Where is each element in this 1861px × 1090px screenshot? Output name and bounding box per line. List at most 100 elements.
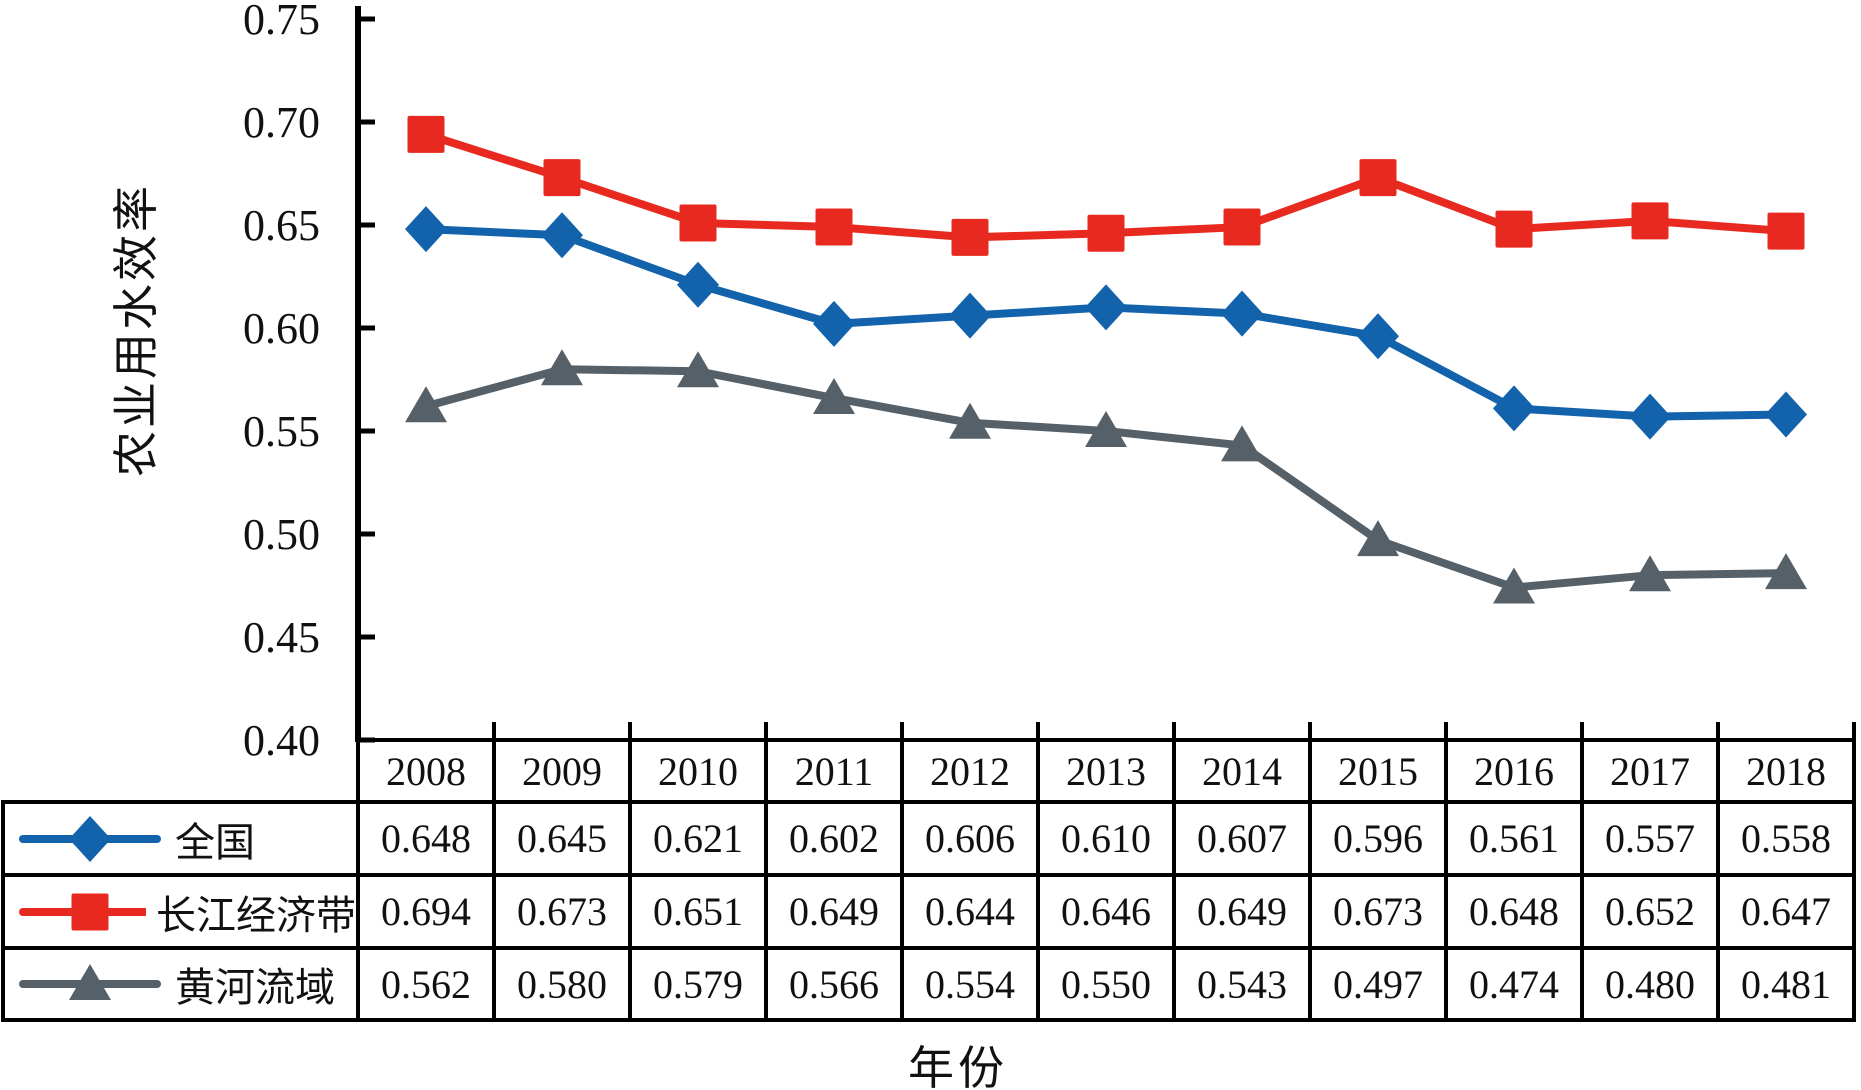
y-tick-label: 0.70 [243,98,320,147]
legend-label: 全国 [175,819,255,865]
value-cell: 0.566 [764,946,904,1022]
value-cell: 0.652 [1580,873,1720,950]
year-header-cell: 2009 [492,738,632,804]
series-layer [405,115,1807,604]
marker-diamond [813,300,855,347]
marker-square [1495,210,1533,248]
y-tick-label: 0.75 [243,0,320,44]
value-cell: 0.610 [1036,800,1176,877]
marker-triangle [813,378,855,415]
value-cell: 0.649 [1172,873,1312,950]
value-cell: 0.647 [1716,873,1856,950]
legend-cell-yellow-river-basin: 黄河流域 [1,946,360,1022]
y-tick-label: 0.65 [243,201,320,250]
marker-triangle [1221,425,1263,462]
marker-diamond [405,206,447,253]
marker-diamond [677,261,719,308]
value-cell: 0.602 [764,800,904,877]
marker-diamond [949,292,991,339]
marker-square [71,893,109,930]
marker-triangle [1629,555,1671,592]
year-header-cell: 2018 [1716,738,1856,804]
y-axis-title: 农业用水效率 [111,183,162,477]
year-header-cell: 2016 [1444,738,1584,804]
value-cell: 0.646 [1036,873,1176,950]
value-cell: 0.562 [356,946,496,1022]
marker-triangle [1493,567,1535,604]
marker-square [679,204,717,242]
table-corner-spacer [3,740,358,802]
marker-square [1359,159,1397,197]
year-header-cell: 2008 [356,738,496,804]
y-tick-label: 0.55 [243,407,320,456]
marker-diamond [1221,290,1263,337]
marker-triangle [1765,553,1807,590]
year-header-cell: 2012 [900,738,1040,804]
value-cell: 0.607 [1172,800,1312,877]
marker-diamond [69,815,111,862]
marker-triangle [541,349,583,386]
value-cell: 0.621 [628,800,768,877]
y-tick-label: 0.50 [243,510,320,559]
legend-swatch-diamond-icon [19,815,161,862]
marker-diamond [1357,313,1399,360]
year-header-cell: 2015 [1308,738,1448,804]
data-table: 2008 2009 2010 2011 2012 2013 2014 2015 2016 2017… [1,738,1856,1022]
marker-diamond [541,212,583,259]
value-cell: 0.497 [1308,946,1448,1022]
year-header-cell: 2010 [628,738,768,804]
marker-square [951,218,989,256]
value-cell: 0.550 [1036,946,1176,1022]
marker-diamond [1085,284,1127,331]
year-header-cell: 2017 [1580,738,1720,804]
marker-square [1767,212,1805,250]
value-cell: 0.651 [628,873,768,950]
value-cell: 0.648 [1444,873,1584,950]
value-cell: 0.644 [900,873,1040,950]
legend-cell-national: 全国 [1,800,360,877]
year-header-cell: 2013 [1036,738,1176,804]
marker-square [1631,202,1669,240]
value-cell: 0.579 [628,946,768,1022]
marker-triangle [1085,411,1127,447]
marker-diamond [1493,385,1535,432]
value-cell: 0.543 [1172,946,1312,1022]
value-cell: 0.673 [1308,873,1448,950]
marker-diamond [1629,393,1671,440]
value-cell: 0.606 [900,800,1040,877]
year-header-cell: 2014 [1172,738,1312,804]
value-cell: 0.561 [1444,800,1584,877]
legend-cell-yangtze-economic-belt: 长江经济带 [1,873,360,950]
value-cell: 0.480 [1580,946,1720,1022]
marker-triangle [69,964,111,1000]
marker-square [1223,208,1261,246]
legend-label: 黄河流域 [175,965,335,1010]
value-cell: 0.554 [900,946,1040,1022]
value-cell: 0.645 [492,800,632,877]
value-cell: 0.649 [764,873,904,950]
legend-swatch-square-icon [19,893,146,930]
legend-swatch-triangle-icon [19,964,161,1000]
value-cell: 0.558 [1716,800,1856,877]
marker-square [543,159,581,197]
value-cell: 0.580 [492,946,632,1022]
value-cell: 0.673 [492,873,632,950]
y-tick-label: 0.45 [243,613,320,662]
series-line-yellow-river-basin [422,365,1790,592]
axes-layer: 0.40 0.45 0.50 0.55 0.60 0.65 0.70 0.75 [243,0,1856,765]
marker-triangle [949,402,991,439]
marker-square [1087,214,1125,252]
marker-triangle [677,351,719,388]
marker-triangle [1357,520,1399,557]
marker-square [815,208,853,246]
legend-label: 长江经济带 [156,892,356,938]
marker-square [407,115,445,153]
y-tick-label: 0.40 [243,716,320,765]
value-cell: 0.474 [1444,946,1584,1022]
value-cell: 0.557 [1580,800,1720,877]
y-tick-label: 0.60 [243,304,320,353]
value-cell: 0.648 [356,800,496,877]
marker-triangle [405,386,447,423]
